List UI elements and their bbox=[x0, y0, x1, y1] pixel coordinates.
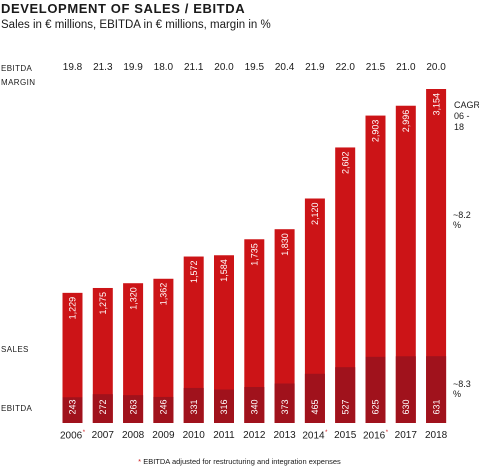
year-label-2010: 2010 bbox=[182, 430, 205, 441]
cagr-sales-value: ~8.2 % bbox=[453, 210, 471, 230]
ebitda-value-label-2015: 527 bbox=[340, 399, 350, 414]
ebitda-bar-2008 bbox=[123, 395, 144, 423]
sales-value-label-2017: 2,996 bbox=[401, 110, 411, 133]
ebitda-margin-value-2007: 21.3 bbox=[93, 62, 113, 73]
sales-bar-2006 bbox=[62, 292, 83, 423]
ebitda-margin-value-2008: 19.9 bbox=[123, 62, 143, 73]
sales-value-label-2008: 1,320 bbox=[128, 287, 138, 310]
ebitda-value-label-2012: 340 bbox=[250, 399, 260, 414]
year-label-2015: 2015 bbox=[334, 430, 357, 441]
ebitda-margin-value-2016: 21.5 bbox=[365, 62, 386, 73]
sales-value-label-2018: 3,154 bbox=[431, 93, 441, 116]
sales-value-label-2016: 2,903 bbox=[371, 120, 381, 143]
year-label-2011: 2011 bbox=[213, 430, 235, 441]
ebitda-value-label-2009: 246 bbox=[159, 399, 169, 414]
sales-value-label-2011: 1,584 bbox=[219, 259, 229, 282]
sales-value-label-2010: 1,572 bbox=[189, 261, 199, 284]
ebitda-value-label-2007: 272 bbox=[98, 399, 108, 414]
year-label-2006: 2006* bbox=[59, 430, 86, 442]
ebitda-bar-2011 bbox=[214, 389, 234, 423]
sales-bar-2011 bbox=[214, 255, 234, 423]
ebitda-bar-2010 bbox=[183, 387, 204, 423]
sales-bar-2016 bbox=[365, 115, 386, 424]
ebitda-row-label: EBITDA bbox=[1, 404, 33, 413]
ebitda-value-label-2014: 465 bbox=[310, 399, 320, 414]
year-label-2008: 2008 bbox=[121, 430, 145, 441]
ebitda-margin-value-2015: 22.0 bbox=[335, 62, 355, 73]
sales-bar-2008 bbox=[123, 283, 144, 423]
sales-value-label-2007: 1,275 bbox=[98, 292, 108, 315]
sales-row-label: SALES bbox=[1, 345, 29, 354]
sales-bar-2017 bbox=[395, 105, 416, 424]
sales-value-label-2015: 2,602 bbox=[340, 151, 350, 174]
year-label-2018: 2018 bbox=[424, 430, 448, 441]
ebitda-value-label-2018: 631 bbox=[431, 399, 441, 414]
ebitda-bar-2014 bbox=[304, 373, 325, 423]
ebitda-value-label-2011: 316 bbox=[219, 399, 229, 414]
sales-bar-2010 bbox=[183, 256, 204, 423]
ebitda-margin-value-2009: 18.0 bbox=[153, 62, 174, 73]
year-label-2012: 2012 bbox=[243, 430, 266, 441]
ebitda-bar-2016 bbox=[365, 356, 386, 423]
cagr-ebitda-value: ~8.3 % bbox=[453, 379, 471, 399]
sales-value-label-2014: 2,120 bbox=[310, 202, 320, 225]
ebitda-bar-2006 bbox=[62, 397, 83, 423]
sales-bar-2014 bbox=[304, 198, 325, 423]
footnote-text: EBITDA adjusted for restructuring and in… bbox=[143, 457, 341, 466]
sales-bar-2009 bbox=[153, 278, 174, 423]
sales-bar-2015 bbox=[335, 147, 356, 423]
ebitda-value-label-2006: 243 bbox=[68, 399, 78, 414]
year-label-2007: 2007 bbox=[91, 430, 114, 441]
year-footnote-marker-2006: * bbox=[82, 430, 86, 436]
ebitda-bar-2013 bbox=[274, 383, 295, 423]
year-label-2016: 2016* bbox=[362, 430, 389, 442]
footnote: * EBITDA adjusted for restructuring and … bbox=[0, 457, 479, 466]
ebitda-margin-value-2018: 20.0 bbox=[426, 62, 446, 73]
ebitda-margin-value-2012: 19.5 bbox=[244, 62, 265, 73]
ebitda-bar-2017 bbox=[395, 356, 416, 423]
sales-bar-2018 bbox=[426, 89, 447, 423]
chart-title: DEVELOPMENT OF SALES / EBITDA bbox=[1, 1, 246, 16]
ebitda-margin-value-2010: 21.1 bbox=[183, 62, 204, 73]
ebitda-bar-2009 bbox=[153, 396, 174, 423]
sales-bar-2013 bbox=[274, 229, 295, 423]
sales-value-label-2009: 1,362 bbox=[159, 283, 169, 306]
ebitda-margin-value-2013: 20.4 bbox=[274, 62, 295, 73]
cagr-label-line2: 06 - 18 bbox=[454, 111, 470, 132]
ebitda-bar-2007 bbox=[92, 394, 113, 423]
ebitda-value-label-2013: 373 bbox=[280, 399, 290, 414]
ebitda-value-label-2016: 625 bbox=[371, 399, 381, 414]
footnote-marker: * bbox=[138, 457, 142, 466]
sales-bar-2012 bbox=[244, 239, 265, 423]
year-footnote-marker-2016: * bbox=[385, 430, 389, 436]
year-label-2013: 2013 bbox=[273, 430, 296, 441]
sales-value-label-2013: 1,830 bbox=[280, 233, 290, 256]
ebitda-margin-value-2006: 19.8 bbox=[62, 62, 83, 73]
ebitda-bar-2012 bbox=[244, 386, 265, 423]
year-footnote-marker-2014: * bbox=[325, 430, 328, 436]
ebitda-value-label-2017: 630 bbox=[401, 399, 411, 414]
ebitda-bar-2015 bbox=[335, 367, 356, 423]
sales-bar-2007 bbox=[92, 287, 113, 423]
sales-value-label-2012: 1,735 bbox=[250, 243, 260, 266]
ebitda-margin-label-line1: EBITDA bbox=[1, 64, 33, 73]
ebitda-value-label-2010: 331 bbox=[189, 399, 199, 414]
ebitda-margin-value-2014: 21.9 bbox=[305, 62, 325, 73]
cagr-label: CAGR 06 - 18 bbox=[454, 100, 479, 133]
chart-subtitle: Sales in € millions, EBITDA in € million… bbox=[1, 19, 271, 31]
ebitda-margin-value-2011: 20.0 bbox=[214, 62, 234, 73]
year-label-2009: 2009 bbox=[152, 430, 175, 441]
year-label-2014: 2014* bbox=[302, 430, 328, 442]
ebitda-margin-label-line2: MARGIN bbox=[1, 78, 36, 87]
year-label-2017: 2017 bbox=[394, 430, 417, 441]
ebitda-value-label-2008: 263 bbox=[128, 399, 138, 414]
sales-value-label-2006: 1,229 bbox=[68, 297, 78, 320]
ebitda-bar-2018 bbox=[426, 356, 447, 423]
ebitda-margin-value-2017: 21.0 bbox=[396, 62, 416, 73]
cagr-label-line1: CAGR bbox=[454, 100, 479, 110]
